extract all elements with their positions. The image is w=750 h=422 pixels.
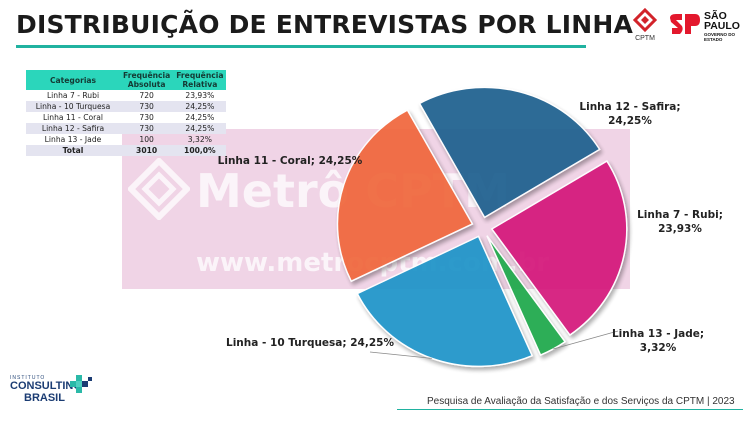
leader-line-1 — [553, 330, 619, 350]
cptm-diamond-icon — [632, 7, 658, 33]
logo-consulting-text: CONSULTING — [10, 380, 82, 392]
cell-relative: 100,0% — [173, 145, 227, 156]
sao-paulo-logo: SÃO PAULO GOVERNO DO ESTADO — [668, 10, 740, 44]
cell-relative: 24,25% — [185, 113, 215, 122]
cell-absolute: 720 — [139, 91, 154, 100]
sp-emblem-icon — [670, 14, 700, 34]
table-row: Linha 12 - Safira 730 24,25% — [26, 123, 227, 134]
cell-category: Linha - 10 Turquesa — [26, 101, 120, 112]
footer-underline — [397, 409, 743, 410]
cell-category: Linha 12 - Safira — [26, 123, 120, 134]
slice-label-2: Linha - 10 Turquesa; 24,25% — [226, 337, 394, 349]
cptm-logo-label: CPTM — [635, 35, 655, 42]
table-row: Linha 7 - Rubi 720 23,93% — [26, 90, 226, 101]
cell-absolute: 100 — [139, 135, 154, 144]
logo-squares-icon — [70, 375, 92, 393]
cell-category: Linha 11 - Coral — [42, 113, 104, 122]
table-header-row: Categorias Frequência Absoluta Frequênci… — [26, 70, 227, 90]
logo-brasil-text: BRASIL — [24, 392, 65, 404]
slice-label-3: Linha 11 - Coral; 24,25% — [218, 155, 363, 167]
pie-slice-0 — [490, 160, 628, 337]
leader-line-2 — [369, 351, 432, 359]
slice-label-4: Linha 12 - Safira; 24,25% — [579, 101, 680, 127]
cell-relative: 24,25% — [173, 123, 227, 134]
cell-relative: 3,32% — [187, 135, 212, 144]
pie-slice-3 — [336, 109, 474, 283]
cell-category: Linha 13 - Jade — [44, 135, 102, 144]
title-underline — [16, 45, 586, 48]
slice-label-1: Linha 13 - Jade; 3,32% — [612, 328, 704, 354]
cell-absolute: 730 — [120, 123, 174, 134]
header-categorias: Categorias — [26, 70, 120, 90]
cell-category: Total — [26, 145, 120, 156]
pie-slice-1 — [486, 235, 567, 356]
cell-absolute: 730 — [139, 113, 154, 122]
table-row: Linha 13 - Jade 100 3,32% — [26, 134, 226, 145]
cell-category: Linha 7 - Rubi — [46, 91, 100, 100]
header-freq-relativa: Frequência Relativa — [173, 70, 227, 90]
cell-absolute: 730 — [120, 101, 174, 112]
consulting-brasil-logo: INSTITUTO CONSULTING BRASIL — [10, 375, 100, 411]
logo-institute-text: INSTITUTO — [10, 375, 46, 381]
cell-relative: 24,25% — [173, 101, 227, 112]
table-row: Linha - 10 Turquesa 730 24,25% — [26, 101, 227, 112]
page-title: DISTRIBUIÇÃO DE ENTREVISTAS POR LINHA — [16, 10, 634, 39]
sp-logo-name: SÃO PAULO — [704, 10, 740, 32]
cell-relative: 23,93% — [185, 91, 215, 100]
survey-footer: Pesquisa de Avaliação da Satisfação e do… — [427, 396, 735, 407]
watermark-diamond-icon — [128, 158, 190, 220]
slice-label-0: Linha 7 - Rubi; 23,93% — [637, 209, 723, 235]
cptm-logo: CPTM — [630, 7, 660, 46]
cell-absolute: 3010 — [120, 145, 174, 156]
pie-slice-4 — [418, 86, 601, 219]
frequency-table: Categorias Frequência Absoluta Frequênci… — [26, 70, 227, 156]
table-total-row: Total 3010 100,0% — [26, 145, 227, 156]
table-row: Linha 11 - Coral 730 24,25% — [26, 112, 226, 123]
header-freq-absoluta: Frequência Absoluta — [120, 70, 174, 90]
sp-logo-sub: GOVERNO DO ESTADO — [704, 32, 736, 42]
